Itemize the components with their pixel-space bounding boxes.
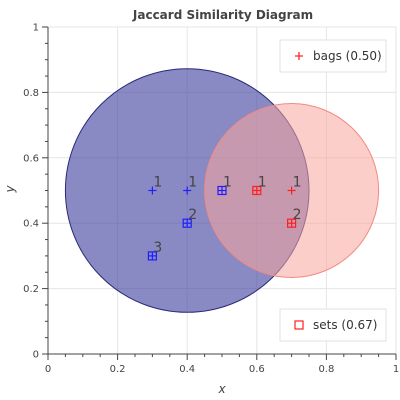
y-tick-label: 1: [33, 23, 39, 34]
point-count-label: 2: [293, 207, 302, 223]
y-tick-label: 0: [33, 350, 39, 361]
bags-point: [252, 186, 261, 195]
sets-point: [182, 218, 192, 228]
legend-layer: bags (0.50) sets (0.67): [279, 39, 387, 342]
x-tick-label: 0.8: [318, 364, 334, 375]
x-tick-label: 0.4: [179, 364, 195, 375]
bags-point: [148, 186, 157, 195]
bags-point: [287, 219, 296, 228]
sets-point: [147, 251, 157, 261]
chart-title: Jaccard Similarity Diagram: [132, 8, 313, 22]
y-tick-label: 0.4: [23, 219, 39, 230]
point-count-label: 1: [223, 175, 232, 191]
y-tick-label: 0.2: [23, 284, 39, 295]
x-axis-label: x: [217, 382, 226, 396]
bags-point: [287, 186, 296, 195]
bags-point: [148, 251, 157, 260]
x-tick-label: 0: [45, 364, 51, 375]
x-tick-label: 0.6: [249, 364, 265, 375]
sets-point: [217, 185, 227, 196]
y-tick-label: 0.8: [23, 88, 39, 99]
point-count-label: 1: [258, 175, 267, 191]
legend-box: [279, 308, 387, 342]
bags-point: [183, 219, 192, 228]
point-count-label: 3: [153, 240, 162, 256]
bags-point: [183, 186, 192, 195]
legend-sets: sets (0.67): [279, 308, 387, 342]
points-layer: [147, 185, 297, 261]
sets-point: [252, 185, 262, 196]
point-labels-layer: 1 1 1 1 1 2 2 3: [153, 175, 301, 256]
point-count-label: 1: [293, 175, 302, 191]
y-tick-label: 0.6: [23, 153, 39, 164]
point-count-label: 1: [153, 175, 162, 191]
legend-label: sets (0.67): [313, 318, 378, 332]
ticks-layer: 0 0.2 0.4 0.6 0.8 1 0 0.2 0.4 0.6 0.8 1: [23, 23, 399, 376]
bags-point: [295, 52, 303, 60]
legend-label: bags (0.50): [313, 49, 382, 63]
x-tick-label: 0.2: [110, 364, 126, 375]
sets-point: [294, 320, 304, 330]
y-axis-label: y: [3, 185, 17, 194]
point-count-label: 2: [188, 207, 197, 223]
x-tick-label: 1: [393, 364, 399, 375]
sets-point: [287, 218, 297, 228]
point-count-label: 1: [188, 175, 197, 191]
legend-bags: bags (0.50): [279, 39, 387, 73]
bags-point: [218, 186, 226, 195]
